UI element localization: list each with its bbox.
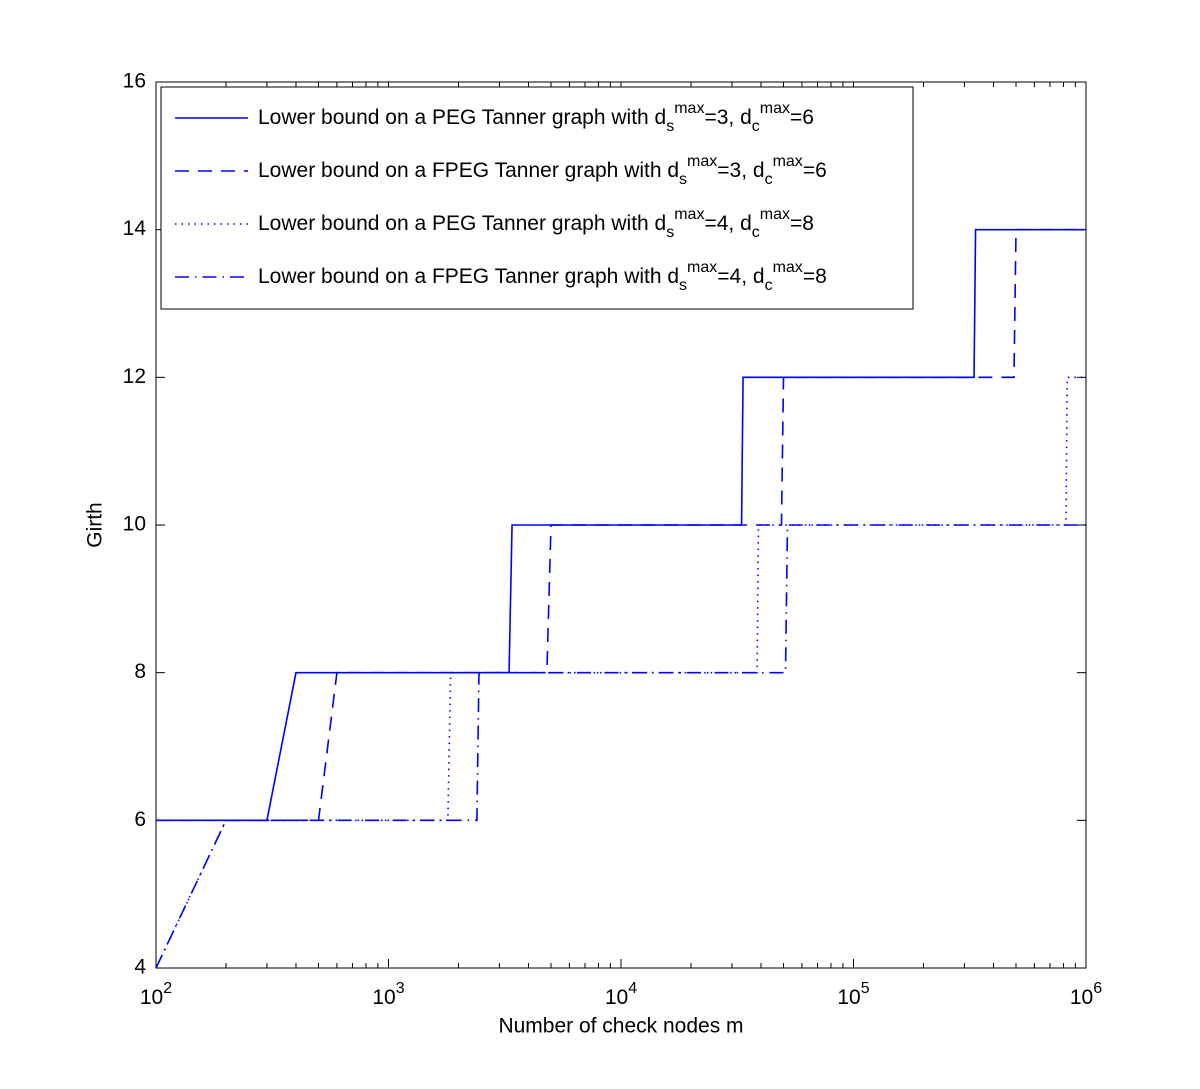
legend-label: Lower bound on a PEG Tanner graph with d… [258, 206, 814, 241]
legend-box [160, 86, 914, 310]
series-line [156, 228, 1086, 822]
x-tick-label: 106 [1070, 980, 1102, 1008]
series-line [155, 376, 1086, 969]
y-tick-label: 14 [123, 217, 147, 240]
y-tick-label: 6 [134, 808, 146, 831]
y-tick-label: 10 [123, 513, 146, 536]
y-tick-label: 4 [134, 956, 146, 979]
x-axis-label: Number of check nodes m [498, 1015, 743, 1038]
legend-label: Lower bound on a PEG Tanner graph with d… [258, 100, 814, 135]
y-tick-label: 12 [123, 365, 146, 388]
y-axis-label: Girth [84, 502, 107, 548]
x-tick-label: 102 [140, 980, 172, 1008]
x-tick-label: 104 [605, 980, 637, 1008]
x-tick-label: 103 [372, 980, 404, 1008]
legend-label: Lower bound on a FPEG Tanner graph with … [258, 153, 827, 188]
series-line [155, 524, 1086, 969]
x-tick-label: 105 [837, 980, 869, 1008]
legend-label: Lower bound on a FPEG Tanner graph with … [258, 259, 827, 294]
y-tick-label: 8 [134, 660, 146, 683]
y-tick-label: 16 [123, 70, 146, 93]
